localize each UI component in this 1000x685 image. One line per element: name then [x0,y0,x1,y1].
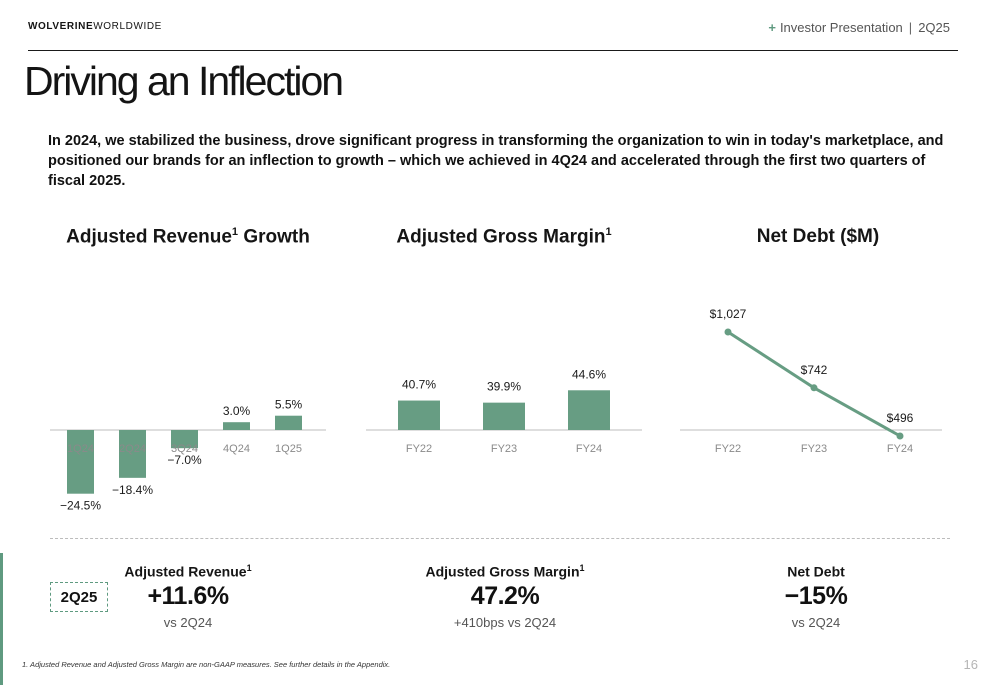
x-tick-label: 1Q25 [275,443,302,455]
revenue-chart-title: Adjusted Revenue1 Growth [50,226,326,248]
data-point-fy23 [810,384,818,392]
data-label: −7.0% [167,453,202,467]
bar-4q24 [223,422,250,430]
intro-paragraph: In 2024, we stabilized the business, dro… [48,133,944,189]
header-separator: | [908,20,913,35]
kpi-value: +11.6% [147,581,229,610]
x-tick-label: 3Q24 [171,443,198,455]
page-number: 16 [963,657,978,672]
slide-title: Driving an Inflection [24,58,344,104]
revenue-title-footnote-marker: 1 [231,226,239,238]
kpi-adjusted-gross-margin: Adjusted Gross Margin1 47.2% +410bps vs … [385,563,625,630]
kpi-label: Net Debt [716,563,916,580]
kpi-footnote-marker: 1 [579,563,585,573]
data-label: 5.5% [275,398,303,412]
kpi-value: −15% [784,581,848,610]
x-tick-label: FY24 [887,443,913,455]
summary-divider [50,538,950,539]
kpi-adjusted-revenue: Adjusted Revenue1 +11.6% vs 2Q24 [88,563,288,630]
data-point-fy22 [724,328,732,336]
net-debt-chart: $1,027 FY22 $742 FY23 $496 FY24 [680,307,942,455]
net-debt-line [727,330,901,438]
data-label: −18.4% [112,483,153,497]
kpi-label: Adjusted Gross Margin1 [385,563,625,580]
debt-chart-title: Net Debt ($M) [756,226,880,247]
kpi-comparison: vs 2Q24 [791,614,841,630]
bar-1q25 [275,415,302,430]
x-tick-label: 4Q24 [223,443,250,455]
footnote: 1. Adjusted Revenue and Adjusted Gross M… [22,660,391,669]
kpi-label: Adjusted Revenue1 [88,563,288,580]
kpi-label-text: Adjusted Gross Margin [425,563,580,580]
margin-title-text: Adjusted Gross Margin [396,226,606,248]
x-tick-label: 2Q24 [119,443,146,455]
kpi-value: 47.2% [470,581,540,610]
x-tick-label: FY22 [406,443,432,455]
data-label: 39.9% [487,380,521,394]
x-tick-label: FY22 [715,443,741,455]
kpi-net-debt: Net Debt −15% vs 2Q24 [716,563,916,630]
presentation-header: + Investor Presentation | 2Q25 [768,20,950,35]
logo-bold-text: WOLVERINE [28,21,94,32]
kpi-comparison: vs 2Q24 [163,614,213,630]
bar-3q24 [171,430,198,449]
data-label: 44.6% [572,367,606,381]
company-logo: WOLVERINEWORLDWIDE [28,21,162,32]
margin-chart-title: Adjusted Gross Margin1 [366,226,642,248]
bar-fy23 [483,402,525,430]
plus-icon: + [768,20,776,35]
revenue-growth-chart: −24.5% 1Q24 −18.4% 2Q24 −7.0%3Q24 3.0% 4Q24 5.5… [50,398,326,513]
data-label: 3.0% [223,404,251,418]
gross-margin-chart: 40.7% FY22 39.9% FY23 44.6% FY24 [366,367,642,455]
margin-title-footnote-marker: 1 [605,226,612,238]
x-tick-label: 1Q24 [67,443,94,455]
data-label: −24.5% [60,499,101,513]
kpi-comparison: +410bps vs 2Q24 [453,614,557,630]
bar-fy24 [568,390,610,430]
header-rule [28,50,958,51]
kpi-footnote-marker: 1 [246,563,252,573]
presentation-name: Investor Presentation [779,20,903,35]
left-accent-bar [0,553,3,685]
kpi-label-text: Net Debt [787,563,845,580]
data-label: $496 [887,411,914,425]
bar-2q24 [119,430,146,478]
revenue-title-suffix: Growth [238,226,310,248]
data-label: $1,027 [710,307,747,321]
bar-1q24 [67,430,94,494]
revenue-title-text: Adjusted Revenue [66,226,232,248]
presentation-period: 2Q25 [918,20,950,35]
data-label: $742 [801,363,828,377]
data-label: 40.7% [402,378,436,392]
data-point-fy24 [896,432,904,440]
x-tick-label: FY24 [576,443,602,455]
period-badge: 2Q25 [50,582,108,612]
logo-regular-text: WORLDWIDE [93,21,162,32]
kpi-label-text: Adjusted Revenue [124,563,247,580]
x-tick-label: FY23 [491,443,517,455]
x-tick-label: FY23 [801,443,827,455]
bar-fy22 [398,400,440,430]
